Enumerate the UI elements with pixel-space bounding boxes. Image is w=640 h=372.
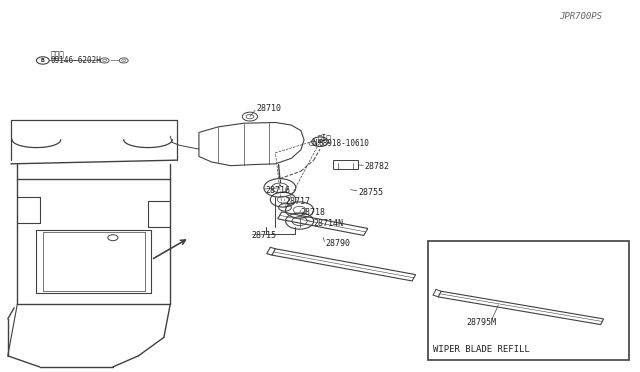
Text: （I）: （I）	[318, 134, 332, 142]
Text: （３）: （３）	[51, 50, 65, 59]
Text: 28795M: 28795M	[467, 318, 497, 327]
Text: 28717: 28717	[285, 197, 310, 206]
Text: 28715: 28715	[252, 231, 277, 240]
Text: 28718: 28718	[301, 208, 326, 217]
Text: N: N	[313, 139, 317, 148]
FancyBboxPatch shape	[428, 241, 629, 359]
Text: JPR700PS: JPR700PS	[559, 12, 602, 21]
Text: 28790: 28790	[325, 239, 350, 248]
Text: B: B	[41, 58, 45, 63]
Text: 28714N: 28714N	[314, 219, 344, 228]
Text: 08918-10610: 08918-10610	[318, 139, 369, 148]
Text: N: N	[317, 139, 321, 144]
Text: 09146-6202H: 09146-6202H	[51, 56, 101, 65]
Text: WIPER BLADE REFILL: WIPER BLADE REFILL	[433, 345, 530, 354]
Text: 28755: 28755	[358, 188, 383, 197]
Text: 28782: 28782	[365, 162, 390, 171]
Text: 28710: 28710	[256, 104, 281, 113]
Text: 28716: 28716	[266, 186, 291, 195]
